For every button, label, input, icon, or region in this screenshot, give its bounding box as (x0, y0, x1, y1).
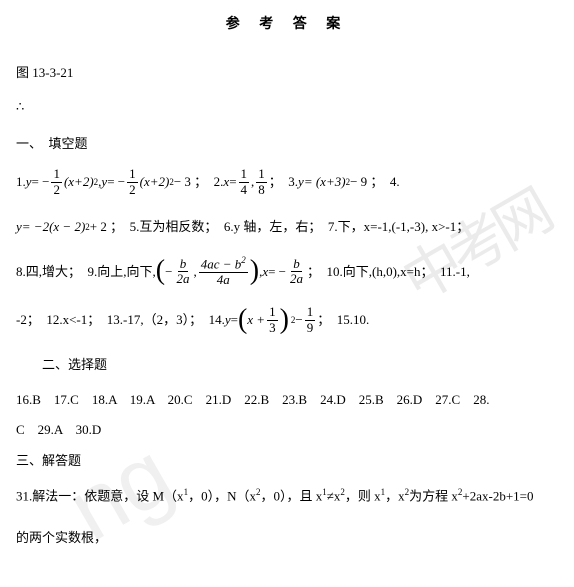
text: -2； 12.x<-1； 13.-17,（2，3）； 14. (16, 308, 225, 331)
solve-line-2: 的两个实数根， (16, 526, 558, 549)
fraction: 1 9 (305, 305, 316, 335)
text: ； 10.向下,(h,0),x=h； 11.-1, (307, 260, 470, 283)
text: = − (107, 170, 125, 193)
numerator: b (291, 257, 302, 272)
fill-answer-3: 8.四,增大； 9.向上,向下, ( − b 2a , 4ac − b2 4a … (16, 256, 558, 287)
denominator: 4a (215, 273, 232, 287)
text: ，0），N（x (188, 489, 256, 504)
denominator: 2a (174, 272, 191, 286)
figure-label: 图 13-3-21 (16, 61, 558, 84)
fraction: 4ac − b2 4a (199, 256, 248, 287)
page-title: 参 考 答 案 (16, 12, 558, 37)
text: ； 15.10. (317, 308, 369, 331)
denominator: 2 (51, 183, 62, 197)
text: , (251, 170, 254, 193)
choice-line-1: 16.B 17.C 18.A 19.A 20.C 21.D 22.B 23.B … (16, 388, 558, 411)
denominator: 8 (256, 183, 267, 197)
numerator: 1 (267, 305, 278, 320)
text: − 3 ； 2. (174, 170, 224, 193)
rparen-icon: ) (280, 312, 289, 329)
text: , (193, 260, 196, 283)
text: = − (32, 170, 50, 193)
text: = −2(x − 2) (22, 215, 86, 238)
fraction: 1 3 (267, 305, 278, 335)
therefore-symbol: ∴ (16, 95, 558, 118)
numerator: 1 (256, 167, 267, 182)
denominator: 9 (305, 321, 316, 335)
text: − (295, 308, 302, 331)
fraction: 1 4 (239, 167, 250, 197)
text: − (165, 260, 172, 283)
text: − 9 ； 4. (350, 170, 400, 193)
numerator: b (178, 257, 189, 272)
denominator: 4 (239, 183, 250, 197)
numerator: 1 (239, 167, 250, 182)
numerator: 4ac − b2 (199, 256, 248, 273)
text: ≠x (327, 489, 341, 504)
numerator: 1 (127, 167, 138, 182)
solve-line-1: 31.解法一：依题意，设 M（x1，0），N（x2，0），且 x1≠x2，则 x… (16, 484, 558, 508)
rparen-icon: ) (250, 263, 259, 280)
text: 8.四,增大； 9.向上,向下, (16, 260, 156, 283)
text: +2ax-2b+1=0 (462, 489, 533, 504)
text: = − (268, 260, 286, 283)
text: + 2 ； 5.互为相反数； 6.y 轴，左，右； 7.下，x=-1,(-1,-… (90, 215, 469, 238)
text: ，x (385, 489, 405, 504)
denominator: 2a (288, 272, 305, 286)
fraction: b 2a (174, 257, 191, 287)
denominator: 2 (127, 183, 138, 197)
fill-answer-2: y = −2(x − 2)2 + 2 ； 5.互为相反数； 6.y 轴，左，右；… (16, 215, 558, 238)
lparen-icon: ( (238, 312, 247, 329)
text: = (x+3) (304, 170, 346, 193)
numerator: 1 (305, 305, 316, 320)
fraction: 1 2 (127, 167, 138, 197)
text: ，则 x (345, 489, 381, 504)
text: ，0），且 x (260, 489, 322, 504)
fraction: 1 2 (51, 167, 62, 197)
fraction: b 2a (288, 257, 305, 287)
section-3-heading: 三、解答题 (16, 449, 558, 472)
fraction: 1 8 (256, 167, 267, 197)
denominator: 3 (267, 321, 278, 335)
text: = (231, 308, 238, 331)
text: ； 3. (269, 170, 298, 193)
lparen-icon: ( (156, 263, 165, 280)
fill-answer-4: -2； 12.x<-1； 13.-17,（2，3）； 14. y = ( x +… (16, 305, 558, 335)
text: 31.解法一：依题意，设 M（x (16, 489, 184, 504)
text: (x+2) (140, 170, 170, 193)
text: = (229, 170, 236, 193)
text: 1. (16, 170, 26, 193)
section-1-heading: 一、 填空题 (16, 132, 558, 155)
var-x: x + (247, 308, 265, 331)
text: 为方程 x (409, 489, 458, 504)
choice-line-2: C 29.A 30.D (16, 418, 558, 441)
section-2-heading: 二、选择题 (16, 353, 558, 376)
fill-answer-1: 1. y = − 1 2 (x+2)2 , y = − 1 2 (x+2)2 −… (16, 167, 558, 197)
text: (x+2) (64, 170, 94, 193)
numerator: 1 (51, 167, 62, 182)
